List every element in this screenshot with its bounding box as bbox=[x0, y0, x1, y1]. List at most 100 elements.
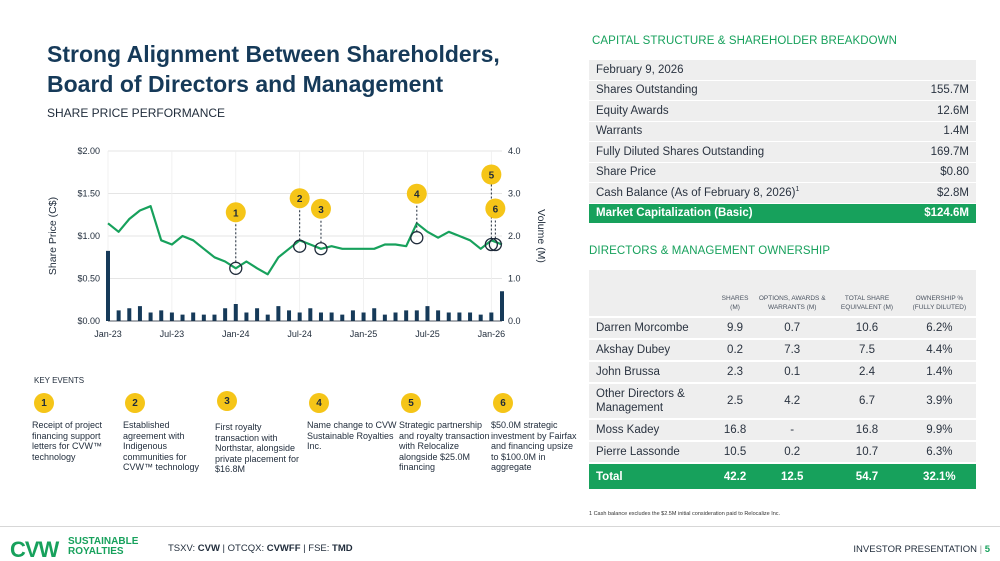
footer: CVW SUSTAINABLE ROYALTIES TSXV: CVW | OT… bbox=[0, 526, 1000, 561]
ownership-cell-pct: 32.1% bbox=[902, 462, 976, 489]
share-price-line bbox=[107, 205, 503, 276]
ownership-cell-shares: 2.5 bbox=[717, 382, 754, 419]
x-tick-label: Jan-25 bbox=[350, 329, 378, 339]
volume-bar bbox=[500, 291, 504, 321]
event-marker bbox=[289, 188, 310, 209]
y-tick-label: $2.00 bbox=[77, 146, 100, 156]
ownership-header-cell: OPTIONS, AWARDS & WARRANTS (M) bbox=[753, 270, 832, 317]
ownership-cell-options: 7.3 bbox=[753, 338, 832, 361]
volume-bar bbox=[393, 312, 398, 321]
volume-bar bbox=[404, 310, 409, 321]
y-tick-label: $0.50 bbox=[77, 274, 100, 284]
volume-bar bbox=[255, 308, 260, 321]
volume-bar bbox=[414, 310, 419, 321]
y2-axis-label: Volume (M) bbox=[535, 209, 547, 263]
y-tick-label: $1.50 bbox=[77, 189, 100, 199]
ownership-cell-pct: 4.4% bbox=[902, 338, 976, 361]
volume-bar bbox=[436, 310, 441, 321]
event-marker bbox=[310, 198, 331, 219]
key-event-marker: 1 bbox=[34, 393, 54, 413]
y2-tick-label: 0.0 bbox=[508, 316, 521, 326]
cap-date: February 9, 2026 bbox=[596, 63, 684, 76]
ownership-row: Akshay Dubey 0.2 7.3 7.5 4.4% bbox=[589, 338, 976, 361]
cap-date-row: February 9, 2026 bbox=[589, 60, 976, 81]
volume-bar bbox=[361, 312, 366, 321]
volume-bar bbox=[350, 310, 355, 321]
footnote-ref: 1 bbox=[795, 186, 800, 194]
capital-structure-title: CAPITAL STRUCTURE & SHAREHOLDER BREAKDOW… bbox=[592, 35, 898, 47]
cap-row: Fully Diluted Shares Outstanding 169.7M bbox=[589, 142, 976, 163]
volume-bar bbox=[233, 304, 238, 321]
ownership-cell-pct: 3.9% bbox=[902, 382, 976, 419]
key-event-marker: 5 bbox=[401, 393, 421, 413]
y-axis-label: Share Price (C$) bbox=[47, 197, 59, 275]
event-marker-label: 3 bbox=[318, 205, 324, 216]
volume-bar bbox=[159, 310, 164, 321]
ownership-row: Darren Morcombe 9.9 0.7 10.6 6.2% bbox=[589, 316, 976, 339]
cap-row: Shares Outstanding 155.7M bbox=[589, 80, 976, 101]
event-point-ring bbox=[484, 237, 499, 252]
ownership-cell-total: 54.7 bbox=[831, 462, 903, 489]
ticker-exchange: FSE: bbox=[308, 543, 333, 554]
event-marker bbox=[406, 183, 427, 204]
company-logo-subtitle: SUSTAINABLE ROYALTIES bbox=[68, 537, 138, 557]
logo-sub-line-1: SUSTAINABLE bbox=[68, 536, 139, 547]
x-tick-label: Jul-25 bbox=[415, 329, 440, 339]
event-point-ring bbox=[229, 261, 243, 275]
event-marker-label: 6 bbox=[493, 205, 499, 216]
volume-bar bbox=[297, 312, 302, 321]
volume-bar bbox=[106, 250, 110, 321]
y2-tick-label: 4.0 bbox=[508, 146, 521, 156]
page-title: Strong Alignment Between Shareholders, B… bbox=[47, 41, 500, 97]
volume-bar bbox=[201, 314, 206, 321]
page-number: 5 bbox=[984, 544, 990, 555]
ownership-cell-options: 0.2 bbox=[753, 440, 832, 463]
ownership-cell-total: 2.4 bbox=[831, 360, 903, 383]
x-tick-label: Jan-24 bbox=[222, 329, 250, 339]
cap-row-value: $2.8M bbox=[937, 186, 969, 199]
y2-tick-label: 3.0 bbox=[508, 189, 521, 199]
volume-bar bbox=[276, 306, 281, 321]
volume-bar bbox=[468, 312, 473, 321]
cap-row-value: 1.4M bbox=[943, 125, 969, 138]
ownership-cell-shares: 2.3 bbox=[717, 360, 754, 383]
y-tick-label: $0.00 bbox=[77, 316, 100, 326]
cap-row: Share Price $0.80 bbox=[589, 162, 976, 183]
ownership-cell-total: 16.8 bbox=[831, 418, 903, 441]
volume-bar bbox=[340, 314, 345, 321]
y2-tick-label: 2.0 bbox=[508, 231, 521, 241]
ownership-cell-shares: 0.2 bbox=[717, 338, 754, 361]
x-tick-label: Jan-23 bbox=[94, 329, 122, 339]
volume-bar bbox=[489, 312, 494, 321]
ownership-cell-name: Other Directors & Management bbox=[589, 382, 717, 419]
volume-bar bbox=[265, 314, 270, 321]
volume-bar bbox=[137, 306, 142, 321]
ownership-row: Pierre Lassonde 10.5 0.2 10.7 6.3% bbox=[589, 440, 976, 463]
ownership-row: John Brussa 2.3 0.1 2.4 1.4% bbox=[589, 360, 976, 383]
key-event-text: Name change to CVW Sustainable Royalties… bbox=[307, 420, 397, 451]
key-event-text: Strategic partnership and royalty transa… bbox=[399, 420, 490, 472]
footnote: 1 Cash balance excludes the $2.5M initia… bbox=[589, 511, 781, 517]
key-event-marker: 6 bbox=[493, 393, 513, 413]
event-point-ring bbox=[488, 237, 503, 252]
event-marker-label: 1 bbox=[233, 208, 239, 219]
cap-row-value: 155.7M bbox=[930, 84, 969, 97]
ownership-header-cell: OWNERSHIP % (FULLY DILUTED) bbox=[902, 270, 976, 317]
ownership-cell-name: Moss Kadey bbox=[589, 418, 717, 441]
x-tick-label: Jul-23 bbox=[160, 329, 185, 339]
volume-bar bbox=[478, 314, 483, 321]
event-point-ring bbox=[410, 231, 424, 245]
footer-page-label: INVESTOR PRESENTATION | 5 bbox=[853, 544, 990, 555]
ticker-exchange: TSXV: bbox=[168, 543, 198, 554]
ownership-cell-total: 10.6 bbox=[831, 316, 903, 339]
volume-bar bbox=[308, 308, 313, 321]
share-price-chart: $0.00 $0.50 $1.00 $1.50 $2.00 0.0 1.0 2.0 3.0 4.0… bbox=[47, 146, 547, 339]
ownership-cell-name: Akshay Dubey bbox=[589, 338, 717, 361]
cap-row-value: 169.7M bbox=[930, 145, 969, 158]
event-point-ring bbox=[314, 242, 328, 256]
volume-bar bbox=[148, 312, 153, 321]
ownership-table: SHARES (M) OPTIONS, AWARDS & WARRANTS (M)… bbox=[589, 270, 976, 489]
volume-bar bbox=[169, 312, 174, 321]
volume-bar bbox=[329, 312, 334, 321]
cap-row-label: Cash Balance (As of February 8, 2026)1 bbox=[596, 186, 800, 200]
